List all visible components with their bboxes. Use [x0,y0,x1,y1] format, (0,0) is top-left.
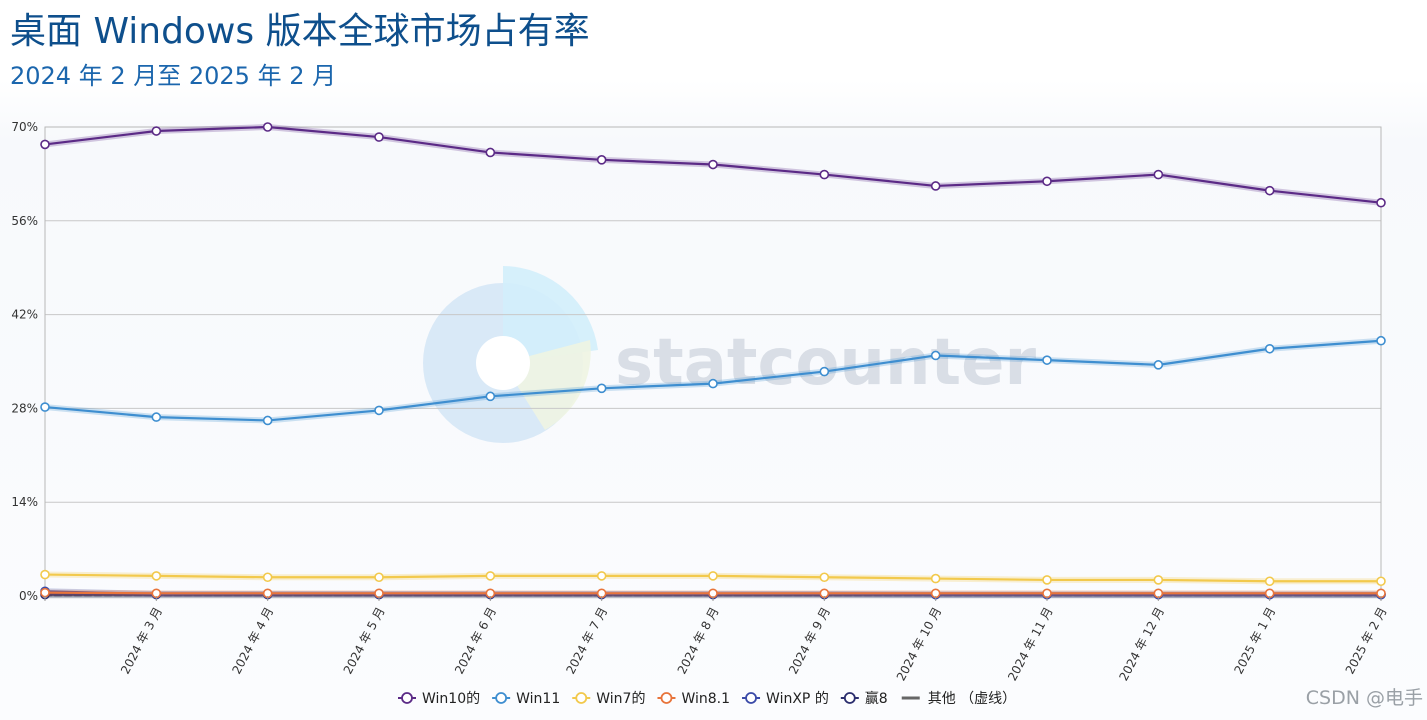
data-point [1042,355,1052,365]
data-point [40,569,50,580]
data-point [262,122,273,132]
legend-label: Win10的 [422,691,480,707]
statcounter-watermark: statcounter [423,266,1037,443]
legend-item-6: 其他 （虚线） [901,691,1016,707]
x-tick-label: 2024 年 9 月 [786,605,833,677]
legend-swatch [401,692,413,704]
data-point [819,366,830,377]
data-point [1376,576,1386,587]
data-point [374,572,384,583]
y-tick-label: 14% [11,495,38,509]
legend-label: Win7的 [596,691,645,707]
data-point [485,391,496,402]
data-point [262,572,273,583]
data-point [1376,335,1386,346]
data-point [262,415,273,426]
chart-title: 桌面 Windows 版本全球市场占有率 [10,11,590,52]
chart-subtitle: 2024 年 2 月至 2025 年 2 月 [10,62,337,90]
data-point [151,571,162,581]
legend-swatch [575,692,588,704]
x-tick-label: 2024 年 8 月 [675,605,722,677]
y-tick-label: 42% [11,308,38,322]
data-point [930,181,941,191]
series-2 [40,569,1386,587]
data-point [151,412,162,422]
data-point [40,587,50,598]
legend-label: Win11 [516,691,560,707]
data-point [1042,575,1052,585]
data-point [596,383,607,394]
x-tick-label: 2025 年 1 月 [1231,605,1278,677]
data-point [1264,185,1275,196]
y-tick-label: 56% [11,214,38,228]
y-axis: 0% 14% 28% 42% 56% 70% [11,120,38,603]
x-tick-label: 2024 年 4 月 [229,605,276,677]
x-tick-label: 2024 年 12 月 [1116,605,1167,683]
data-point [1153,169,1164,180]
credit-watermark: CSDN @电手 [1305,687,1423,709]
data-point [151,126,162,136]
data-point [708,571,718,581]
x-tick-label: 2025 年 2 月 [1343,605,1390,677]
y-tick-label: 0% [19,589,38,603]
x-tick-label: 2024 年 10 月 [894,605,945,683]
data-point [1042,176,1052,187]
data-point [485,147,496,158]
y-tick-label: 28% [11,401,38,415]
legend-item-3: Win8.1 [657,691,730,707]
legend-swatch [843,692,856,704]
legend-swatch [660,692,673,704]
data-point [708,378,718,389]
legend-label: WinXP 的 [766,691,829,707]
data-point [1264,343,1275,354]
data-point [374,405,384,416]
data-point [930,350,941,361]
data-point [374,132,384,142]
legend-label: 其他 （虚线） [928,691,1016,707]
data-point [930,573,941,584]
data-point [1264,576,1275,587]
data-point [819,572,830,583]
data-point [596,571,607,581]
y-tick-label: 70% [11,120,38,134]
legend-item-5: 赢8 [840,690,888,707]
series-0 [40,122,1386,208]
data-point [40,139,50,150]
legend-item-0: Win10的 [398,691,480,707]
legend-label: Win8.1 [681,691,730,707]
x-tick-label: 2024 年 11 月 [1005,605,1056,683]
watermark-pie-hole [476,336,530,390]
data-point [40,402,50,412]
data-point [708,159,718,170]
data-point [485,571,496,581]
series-1 [40,335,1386,426]
data-point [1376,197,1386,208]
x-tick-label: 2024 年 6 月 [452,605,499,677]
x-axis: 2024 年 3 月 2024 年 4 月 2024 年 5 月 2024 年 6 月… [44,596,1390,683]
data-point [596,155,607,165]
legend-item-4: WinXP 的 [742,691,829,707]
data-point [819,169,830,180]
legend-swatch [745,692,757,704]
legend-item-1: Win11 [492,691,560,707]
watermark-text: statcounter [615,326,1037,400]
legend-label: 赢8 [865,690,888,707]
x-tick-label: 2024 年 7 月 [563,605,610,677]
x-tick-label: 2024 年 5 月 [341,605,388,677]
data-point [1153,360,1164,370]
data-point [1153,575,1164,585]
chart-legend: Win10的 Win11 Win7的 Win8.1 WinXP 的 赢8 其他 （虚线） [398,690,1016,707]
legend-item-2: Win7的 [572,691,645,707]
x-tick-label: 2024 年 3 月 [118,605,165,677]
legend-swatch [495,692,508,704]
